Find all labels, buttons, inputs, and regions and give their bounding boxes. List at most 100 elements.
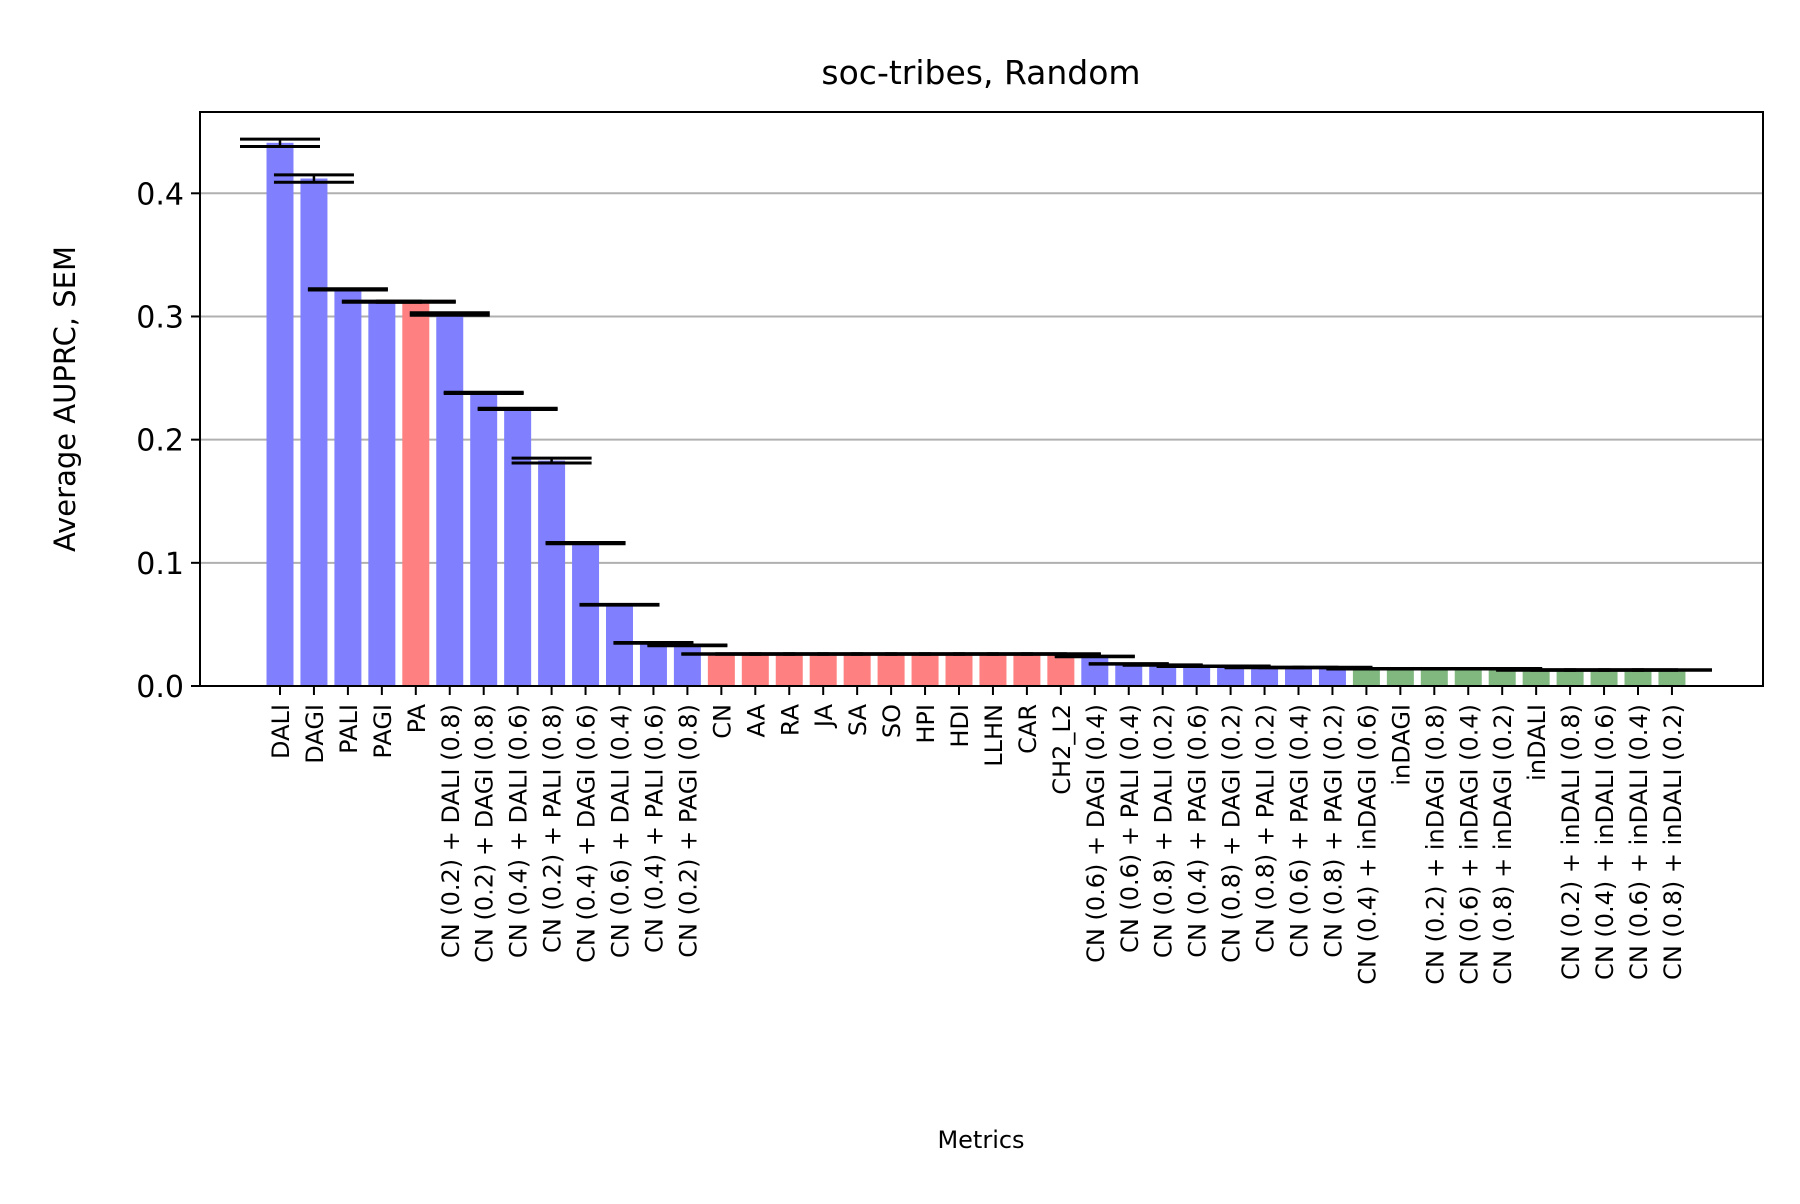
error-bars	[240, 137, 1712, 672]
x-tick-label: DAGI	[301, 704, 329, 764]
x-axis-label: Metrics	[937, 1126, 1024, 1154]
bar	[1488, 668, 1516, 686]
x-tick-label: CN (0.2) + DAGI (0.8)	[471, 704, 499, 963]
bars	[266, 142, 1686, 686]
x-tick-label: PALI	[335, 704, 363, 754]
bar	[334, 289, 362, 686]
x-tick-label: SO	[878, 704, 906, 738]
bar	[1556, 669, 1584, 686]
x-tick-label: CN (0.6) + DAGI (0.4)	[1082, 704, 1110, 963]
bar	[1590, 669, 1618, 686]
bar	[402, 301, 430, 686]
x-tick-label: CN	[708, 704, 736, 739]
x-axis-ticks: DALI DAGI PALI PAGI PA CN (0.2) + DALI (0.8) C…	[267, 686, 1687, 985]
x-tick-label: inDAGI	[1387, 704, 1415, 786]
bar	[707, 653, 735, 686]
bar	[775, 653, 803, 686]
bar	[1081, 656, 1109, 686]
x-tick-label: CH2_L2	[1048, 704, 1076, 795]
x-tick-label: CN (0.2) + PALI (0.8)	[539, 704, 567, 953]
bar	[1149, 665, 1177, 686]
bar	[266, 142, 294, 686]
bar	[1013, 653, 1041, 686]
bar	[843, 653, 871, 686]
bar	[572, 543, 600, 686]
bar	[1352, 668, 1380, 686]
x-tick-label: CN (0.4) + PALI (0.6)	[640, 704, 668, 953]
bar	[1047, 653, 1075, 686]
bar	[300, 178, 328, 686]
bar	[979, 653, 1007, 686]
bar	[945, 653, 973, 686]
y-tick-label: 0.1	[136, 547, 184, 582]
bar	[673, 645, 701, 686]
bar	[809, 653, 837, 686]
x-tick-label: CN (0.6) + inDALI (0.4)	[1625, 704, 1653, 980]
x-tick-label: JA	[810, 703, 838, 729]
x-tick-label: CN (0.8) + PAGI (0.2)	[1319, 704, 1347, 958]
x-tick-label: CN (0.4) + inDALI (0.6)	[1591, 704, 1619, 980]
bar	[1115, 663, 1143, 686]
x-tick-label: SA	[844, 703, 872, 736]
y-tick-label: 0.4	[136, 177, 184, 212]
bar	[1386, 668, 1414, 686]
x-tick-label: CN (0.8) + DAGI (0.2)	[1218, 704, 1246, 963]
bar	[606, 604, 633, 686]
x-tick-label: CN (0.2) + inDALI (0.8)	[1557, 704, 1585, 980]
y-tick-label: 0.0	[136, 670, 184, 705]
plot-frame	[199, 111, 1764, 687]
x-tick-label: RA	[776, 703, 804, 736]
bar	[1285, 667, 1312, 686]
x-tick-label: CN (0.4) + PAGI (0.6)	[1184, 704, 1212, 958]
x-tick-label: inDALI	[1523, 704, 1551, 781]
bar	[1454, 668, 1482, 686]
bar	[1217, 666, 1245, 686]
bar	[639, 642, 667, 686]
y-tick-label: 0.2	[136, 424, 184, 459]
bar	[1183, 666, 1211, 686]
y-tick-label: 0.3	[136, 300, 184, 335]
x-tick-label: CAR	[1014, 704, 1042, 754]
x-tick-label: LLHN	[980, 704, 1008, 767]
chart-title: soc-tribes, Random	[821, 53, 1140, 92]
x-tick-label: CN (0.2) + inDAGI (0.8)	[1421, 704, 1449, 985]
bar	[1251, 667, 1279, 686]
bar	[1318, 667, 1346, 686]
x-tick-label: CN (0.8) + PALI (0.2)	[1252, 704, 1280, 953]
x-tick-label: CN (0.4) + DAGI (0.6)	[573, 704, 601, 963]
x-tick-label: CN (0.2) + DALI (0.8)	[437, 704, 465, 958]
x-tick-label: CN (0.2) + PAGI (0.8)	[674, 704, 702, 958]
bar	[368, 301, 396, 686]
y-axis-ticks: 0.0 0.1 0.2 0.3 0.4	[136, 177, 200, 705]
x-tick-label: PAGI	[369, 704, 397, 759]
bar	[538, 460, 566, 686]
bar	[741, 653, 769, 686]
x-tick-label: CN (0.6) + PAGI (0.4)	[1286, 704, 1314, 958]
bar	[911, 653, 939, 686]
bar	[1522, 669, 1550, 686]
x-tick-label: CN (0.8) + DALI (0.2)	[1150, 704, 1178, 958]
x-tick-label: CN (0.6) + DALI (0.4)	[607, 704, 635, 958]
x-tick-label: PA	[403, 703, 431, 733]
bar	[1420, 668, 1448, 686]
x-tick-label: HPI	[912, 704, 940, 744]
bar	[1658, 669, 1686, 686]
bar	[1624, 669, 1652, 686]
x-tick-label: CN (0.6) + PALI (0.4)	[1116, 704, 1144, 953]
x-tick-label: CN (0.8) + inDALI (0.2)	[1659, 704, 1687, 980]
x-tick-label: CN (0.4) + inDAGI (0.6)	[1353, 704, 1381, 985]
x-tick-label: CN (0.4) + DALI (0.6)	[505, 704, 533, 958]
x-tick-label: AA	[742, 703, 770, 737]
x-tick-label: DALI	[267, 704, 295, 759]
bar	[470, 392, 498, 686]
bar	[504, 408, 532, 686]
bar	[877, 653, 905, 686]
bar	[436, 314, 464, 686]
x-tick-label: CN (0.8) + inDAGI (0.2)	[1489, 704, 1517, 985]
y-axis-label: Average AUPRC, SEM	[48, 246, 82, 552]
x-tick-label: CN (0.6) + inDAGI (0.4)	[1455, 704, 1483, 985]
x-tick-label: HDI	[946, 704, 974, 748]
